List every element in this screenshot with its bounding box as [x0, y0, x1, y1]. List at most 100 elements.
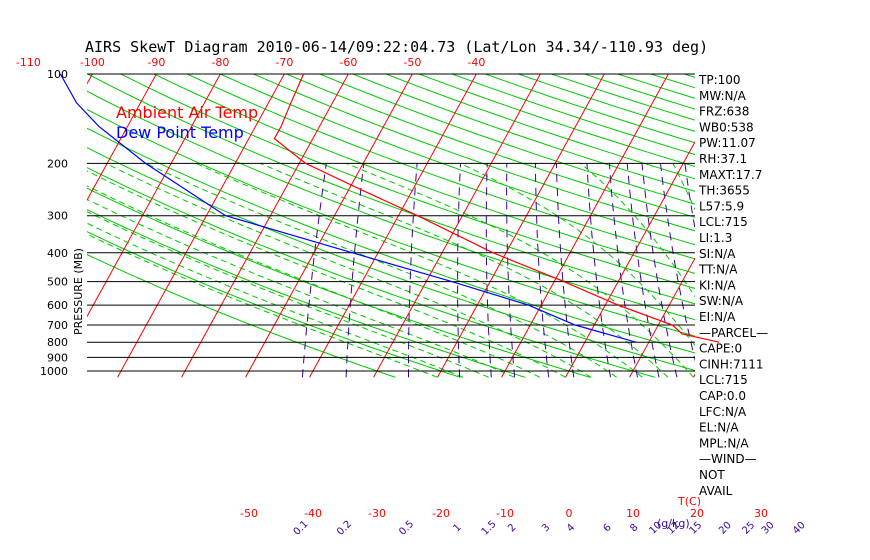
index-entry: EL:N/A	[699, 421, 739, 435]
index-entry: LI:1.3	[699, 231, 732, 245]
dew-point-profile	[59, 73, 637, 343]
bottom-temp-tick-label: -50	[240, 507, 258, 520]
isotherm-line	[565, 140, 695, 378]
mixing-ratio-line	[301, 163, 327, 378]
mixing-ratio-tick-label: 4	[565, 522, 577, 534]
mixing-ratio-line	[345, 163, 365, 378]
mixing-ratio-tick-label: 3	[540, 522, 552, 534]
dry-adiabat-line	[87, 127, 695, 354]
isotherm-line	[437, 74, 605, 378]
legend-ambient-air-temp: Ambient Air Temp	[116, 103, 258, 122]
moist-adiabat-line	[87, 170, 566, 378]
dry-adiabat-line	[253, 74, 695, 232]
mixing-ratio-line	[485, 163, 492, 378]
dry-adiabat-line	[87, 74, 695, 305]
index-entry: CINH:7111	[699, 357, 764, 371]
isotherm-line	[87, 74, 157, 202]
moist-adiabat-line	[87, 185, 541, 378]
bottom-temp-tick-label: 30	[754, 507, 768, 520]
isotherm-line	[309, 74, 477, 378]
mixing-ratio-tick-label: 1.5	[480, 519, 499, 538]
index-entry: LFC:N/A	[699, 405, 747, 419]
moist-adiabat-line	[87, 222, 464, 378]
mixing-ratio-tick-label: 15	[688, 520, 705, 537]
index-entry: LCL:715	[699, 373, 748, 387]
index-entry: FRZ:638	[699, 105, 749, 119]
mixing-ratio-line	[457, 163, 461, 378]
index-entry: AVAIL	[699, 484, 733, 498]
isotherm-line	[629, 257, 695, 378]
index-entry: RH:37.1	[699, 152, 747, 166]
isotherm-line	[373, 74, 541, 378]
mixing-ratio-line	[534, 163, 550, 378]
top-temp-tick-label: -50	[403, 56, 421, 69]
index-entry: —PARCEL—	[699, 326, 768, 340]
mixing-ratio-tick-label: 0.5	[397, 519, 416, 538]
pressure-tick-label: 100	[47, 68, 68, 81]
mixing-ratio-line	[586, 163, 611, 378]
legend: Ambient Air Temp Dew Point Temp	[116, 103, 258, 142]
dry-adiabat-line	[220, 74, 695, 246]
dry-adiabat-line	[87, 231, 461, 378]
mixing-ratio-line	[608, 163, 638, 378]
index-entry: CAP:0.0	[699, 389, 746, 403]
bottom-temp-tick-label: -30	[368, 507, 386, 520]
index-entry: WB0:538	[699, 120, 754, 134]
mixing-ratio-line	[660, 163, 695, 362]
dry-adiabat-line	[286, 74, 695, 218]
bottom-temp-tick-label: -20	[432, 507, 450, 520]
isotherm-line	[758, 67, 870, 377]
top-temp-tick-label: -60	[339, 56, 357, 69]
index-entry: MPL:N/A	[699, 436, 749, 450]
mixing-ratio-line	[626, 163, 660, 378]
legend-dew-point-temp: Dew Point Temp	[116, 123, 244, 142]
index-entry: EI:N/A	[699, 310, 736, 324]
dry-adiabat-line	[87, 108, 695, 337]
mixing-ratio-tick-label: 6	[602, 522, 614, 534]
moist-adiabat-line	[87, 198, 515, 378]
isotherm-line	[87, 74, 221, 318]
moist-adiabat-line	[794, 163, 821, 377]
moist-adiabat-line	[260, 162, 669, 378]
pressure-tick-label: 300	[47, 210, 68, 223]
mixing-ratio-tick-label: 1	[451, 522, 463, 534]
top-temp-tick-label: -90	[147, 56, 165, 69]
mixing-ratio-tick-label: 40	[791, 520, 808, 537]
top-temp-tick-label: -100	[80, 56, 105, 69]
moist-adiabat-line	[580, 163, 695, 298]
index-entry: LCL:715	[699, 215, 748, 229]
mixing-ratio-line	[555, 163, 575, 378]
mixing-ratio-tick-label: 8	[628, 522, 640, 534]
moist-adiabat-line	[105, 162, 592, 378]
index-entry: PW:11.07	[699, 136, 756, 150]
moist-adiabat-line	[145, 162, 617, 378]
moist-adiabat-line	[346, 162, 694, 378]
dry-adiabat-line	[87, 187, 591, 378]
index-entry: SW:N/A	[699, 294, 744, 308]
dry-adiabat-line	[153, 74, 695, 274]
index-entry: TH:3655	[698, 184, 750, 198]
mixing-ratio-tick-label: 2	[506, 522, 518, 534]
dry-adiabat-line	[418, 74, 695, 168]
mixing-ratio-line	[408, 163, 418, 378]
profile-lines	[59, 73, 720, 343]
dry-adiabat-line	[87, 166, 656, 378]
bottom-temp-tick-label: -10	[496, 507, 514, 520]
ambient-temp-profile	[273, 73, 720, 343]
dry-adiabat-line	[352, 74, 695, 192]
index-entry: L57:5.9	[699, 199, 744, 213]
pressure-tick-label: 700	[47, 319, 68, 332]
mixing-ratio-line	[641, 163, 678, 378]
pressure-tick-label: 1000	[40, 365, 68, 378]
chart-title: AIRS SkewT Diagram 2010-06-14/09:22:04.7…	[85, 38, 708, 56]
index-entry: —WIND—	[699, 452, 757, 466]
pressure-tick-label: 400	[47, 247, 68, 260]
isotherm-line	[117, 74, 285, 378]
bottom-temp-tick-label: 10	[626, 507, 640, 520]
dry-adiabat-line	[87, 90, 695, 321]
bottom-temp-tick-label: 20	[690, 507, 704, 520]
mixing-ratio-tick-label: 0.1	[292, 519, 311, 538]
mixing-ratio-unit: (g/kg)	[657, 517, 690, 530]
